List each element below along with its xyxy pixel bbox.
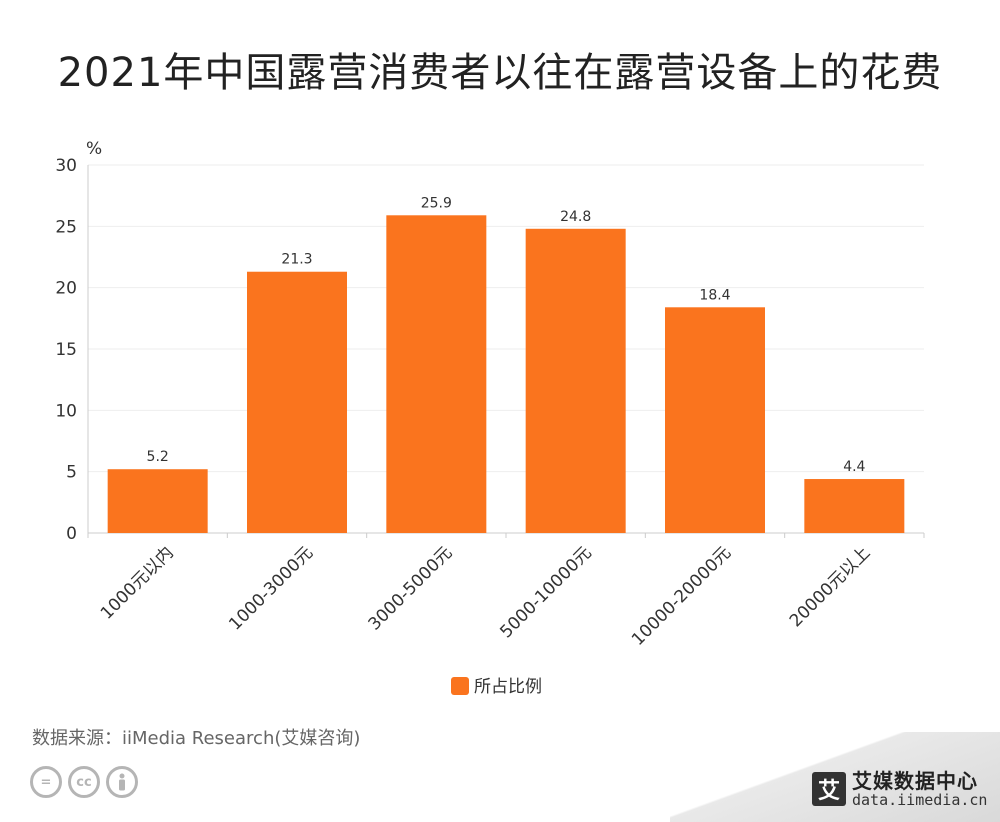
chart-title: 2021年中国露营消费者以往在露营设备上的花费 bbox=[57, 50, 943, 96]
bar bbox=[665, 307, 765, 533]
y-axis-unit: % bbox=[86, 139, 102, 159]
y-tick-label: 30 bbox=[55, 156, 77, 176]
equals-icon: = bbox=[30, 766, 62, 798]
x-tick-label: 3000-5000元 bbox=[365, 543, 457, 635]
x-tick-label: 1000元以内 bbox=[97, 543, 178, 624]
data-label: 21.3 bbox=[281, 252, 312, 268]
bar bbox=[525, 228, 626, 533]
brand-url: data.iimedia.cn bbox=[852, 791, 988, 809]
data-label: 24.8 bbox=[560, 209, 591, 225]
source-note: 数据来源：iiMedia Research(艾媒咨询) bbox=[32, 728, 361, 749]
bar bbox=[107, 469, 208, 533]
license-icons: = cc bbox=[30, 766, 138, 798]
bar bbox=[247, 271, 347, 533]
y-tick-label: 15 bbox=[55, 340, 77, 360]
data-label: 4.4 bbox=[843, 459, 865, 475]
bar-chart: 0 5 10 15 20 25 30% 5.2 1000元以内 21.3 1000-3000元 25.… bbox=[55, 139, 925, 697]
data-label: 25.9 bbox=[421, 195, 452, 211]
y-tick-label: 0 bbox=[66, 524, 77, 544]
brand-name: 艾媒数据中心 bbox=[852, 769, 978, 793]
y-tick-label: 10 bbox=[55, 401, 77, 421]
cc-icon: cc bbox=[68, 766, 100, 798]
brand-logo: 艾 艾媒数据中心 data.iimedia.cn bbox=[812, 770, 987, 809]
data-label: 5.2 bbox=[147, 449, 169, 465]
brand-mark: 艾 bbox=[812, 772, 846, 807]
x-tick-label: 20000元以上 bbox=[786, 543, 874, 631]
x-tick-label: 10000-20000元 bbox=[628, 543, 735, 650]
x-tick-label: 1000-3000元 bbox=[225, 543, 317, 635]
bar bbox=[804, 479, 905, 533]
x-tick-label: 5000-10000元 bbox=[496, 543, 595, 642]
data-label: 18.4 bbox=[699, 287, 730, 303]
person-icon bbox=[106, 766, 138, 798]
y-tick-label: 5 bbox=[66, 463, 77, 483]
bar bbox=[386, 215, 487, 533]
legend-label: 所占比例 bbox=[474, 677, 542, 697]
y-tick-label: 25 bbox=[55, 217, 77, 237]
y-tick-label: 20 bbox=[55, 279, 77, 299]
legend-swatch bbox=[451, 677, 469, 695]
